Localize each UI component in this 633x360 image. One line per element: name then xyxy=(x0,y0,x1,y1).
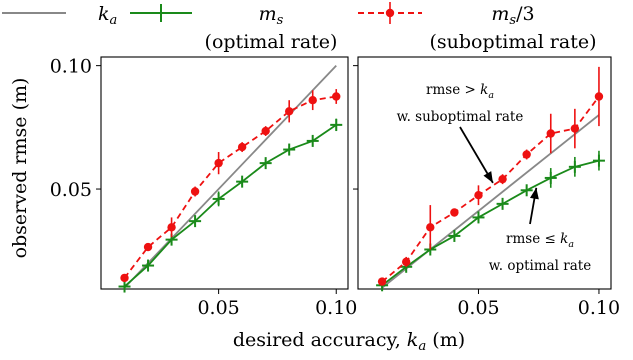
panel-right: 0.05 0.10 rmse > ka w. suboptimal rate rmse … xyxy=(353,56,620,319)
y-tick-label: 0.10 xyxy=(50,56,92,78)
legend-ms3-label: ms/3 xyxy=(491,3,534,28)
legend-ka-label: ka xyxy=(98,3,117,28)
panel-left: 0.05 0.10 0.05 0.10 xyxy=(50,56,358,319)
legend-ms-sublabel: (optimal rate) xyxy=(205,31,338,53)
point-ms3 xyxy=(498,174,507,184)
x-tick-label: 0.10 xyxy=(578,297,620,319)
annotation-arrow-head xyxy=(529,187,539,200)
point-ms3 xyxy=(143,242,153,252)
panel-frame xyxy=(100,56,349,290)
annotation-line1: rmse ≤ ka xyxy=(506,231,574,250)
x-axis-label: desired accuracy, ka (m) xyxy=(233,329,465,354)
point-ms3 xyxy=(522,150,531,159)
legend: ka ms (optimal rate) ms/3 (suboptimal ra… xyxy=(2,2,597,53)
legend-ms3-marker xyxy=(385,8,395,18)
annotation-line1: rmse > ka xyxy=(426,82,494,101)
panel-frame xyxy=(357,56,612,290)
panels: 0.05 0.10 0.05 0.10 0.05 0.10 rmse > ka w. subo… xyxy=(50,56,620,319)
point-ms3 xyxy=(546,129,555,138)
y-tick-label: 0.05 xyxy=(50,179,92,201)
point-ms3 xyxy=(190,187,200,196)
point-ms3 xyxy=(474,191,483,200)
series-line-ms xyxy=(123,124,337,288)
point-ms3 xyxy=(120,273,129,283)
x-tick-label: 0.05 xyxy=(457,297,499,319)
point-ms3 xyxy=(214,158,223,168)
point-ms3 xyxy=(377,277,387,286)
series-line-ka xyxy=(123,65,337,289)
annotation-line2: w. optimal rate xyxy=(489,258,591,274)
legend-ms-label: ms xyxy=(259,3,284,28)
point-ms3 xyxy=(284,107,294,116)
point-ms3 xyxy=(261,126,270,136)
legend-ms3-sublabel: (suboptimal rate) xyxy=(429,31,596,53)
point-ms3 xyxy=(401,257,411,267)
point-ms3 xyxy=(308,95,317,105)
point-ms3 xyxy=(450,208,459,217)
point-ms3 xyxy=(167,223,176,232)
point-ms3 xyxy=(570,124,580,133)
point-ms3 xyxy=(426,223,435,232)
y-axis-label: observed rmse (m) xyxy=(9,78,31,259)
series-line-ms3 xyxy=(381,95,600,283)
series-line-ms xyxy=(381,159,600,287)
annotation-arrow-head xyxy=(483,171,493,183)
annotation-line2: w. suboptimal rate xyxy=(397,109,524,125)
series-line-ms3 xyxy=(123,95,337,279)
point-ms3 xyxy=(332,92,341,101)
point-ms3 xyxy=(237,142,247,152)
x-tick-label: 0.10 xyxy=(315,297,357,319)
point-ms3 xyxy=(594,92,604,101)
x-tick-label: 0.05 xyxy=(197,297,239,319)
